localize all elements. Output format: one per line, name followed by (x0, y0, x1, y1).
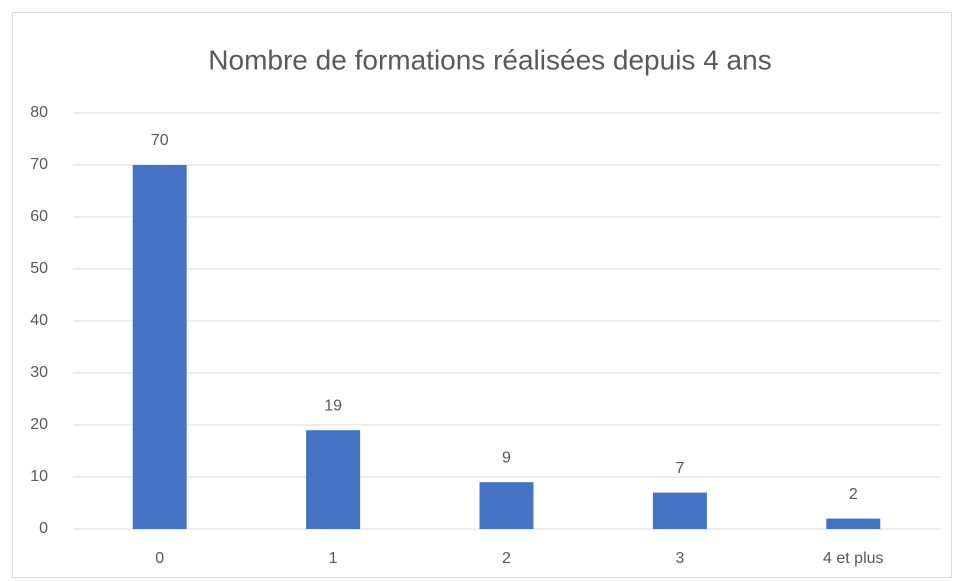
data-label: 70 (151, 132, 169, 149)
y-tick-label: 60 (30, 208, 48, 225)
x-tick-label: 3 (675, 550, 684, 567)
x-tick-label: 4 et plus (823, 550, 883, 567)
x-tick-label: 1 (329, 550, 338, 567)
y-tick-label: 20 (30, 416, 48, 433)
bar (652, 492, 707, 529)
data-label: 7 (675, 460, 684, 477)
bar (306, 430, 361, 529)
y-tick-label: 40 (30, 312, 48, 329)
bar (479, 482, 534, 529)
chart-title: Nombre de formations réalisées depuis 4 … (208, 44, 771, 75)
y-tick-label: 30 (30, 364, 48, 381)
y-tick-label: 80 (30, 104, 48, 121)
data-label: 2 (849, 486, 858, 503)
y-tick-label: 10 (30, 468, 48, 485)
y-tick-label: 50 (30, 260, 48, 277)
bar (826, 518, 881, 529)
x-tick-label: 0 (155, 550, 164, 567)
data-label: 9 (502, 449, 511, 466)
x-tick-label: 2 (502, 550, 511, 567)
bar (132, 165, 187, 529)
y-tick-label: 70 (30, 156, 48, 173)
data-label: 19 (324, 397, 342, 414)
y-tick-label: 0 (39, 520, 48, 537)
